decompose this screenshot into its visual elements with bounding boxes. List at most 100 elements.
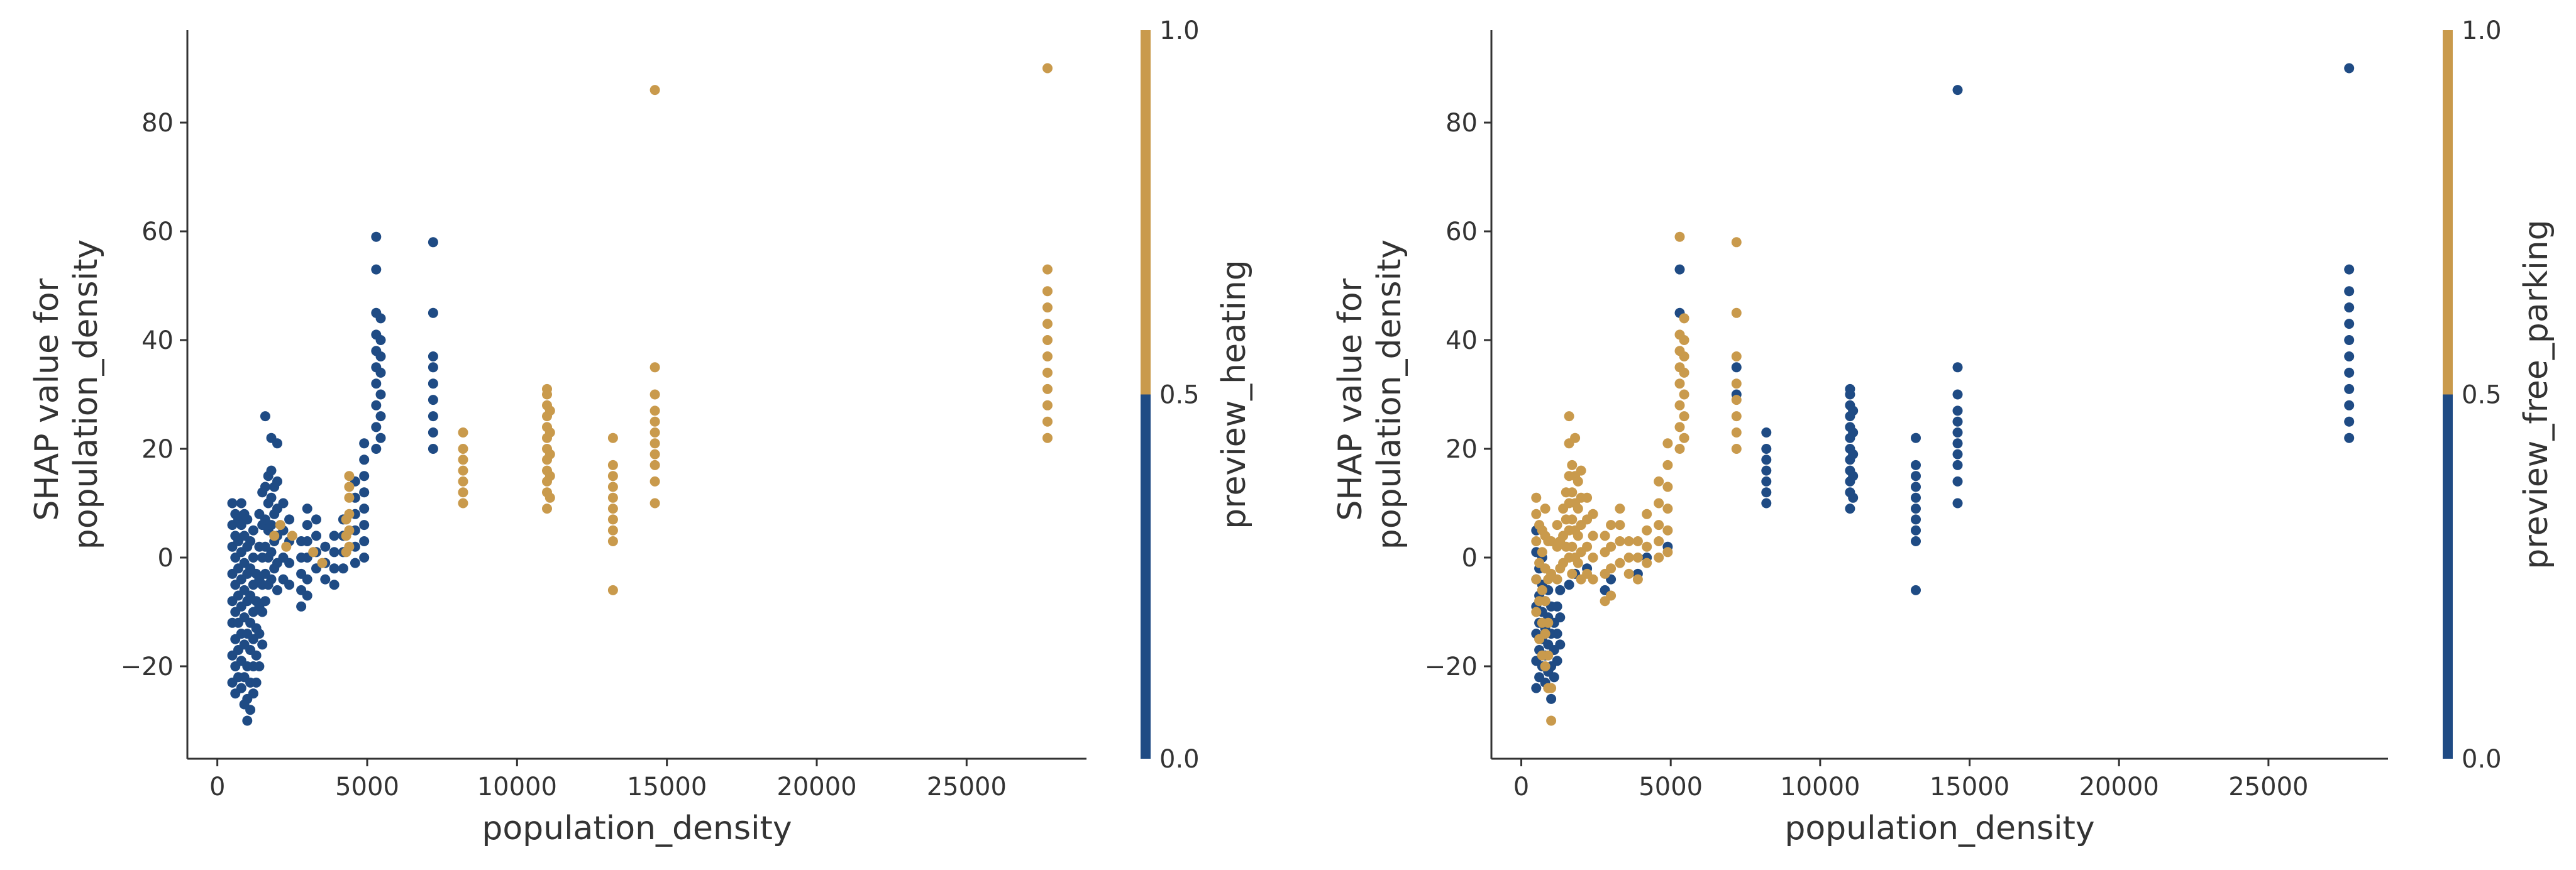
data-point: [1632, 553, 1643, 563]
data-point: [2344, 351, 2355, 361]
dependence-panel-preview-heating: 0 5000 10000 15000 20000 25000 −20 0 20 40 60 80 p…: [28, 16, 1253, 847]
data-point: [1549, 672, 1559, 683]
data-point: [311, 514, 321, 525]
data-point: [1531, 683, 1542, 693]
data-point: [242, 715, 253, 726]
data-point: [650, 427, 660, 438]
data-point: [1042, 264, 1053, 275]
x-tick-label: 15000: [627, 773, 707, 801]
data-point: [236, 683, 246, 693]
data-point: [458, 476, 468, 487]
data-point: [2344, 302, 2355, 313]
data-point: [1555, 639, 1566, 650]
data-point: [1731, 307, 1742, 318]
x-tick-label: 20000: [777, 773, 856, 801]
colorbar-tick-label: 1.0: [2462, 16, 2502, 45]
colorbar-high-segment: [1141, 30, 1151, 395]
data-point: [1042, 432, 1053, 443]
scatter-points: [227, 63, 1053, 726]
data-point: [371, 378, 382, 389]
data-point: [1567, 514, 1578, 525]
data-point: [248, 553, 258, 563]
data-point: [1679, 335, 1689, 345]
data-point: [1042, 319, 1053, 329]
data-point: [1662, 460, 1673, 470]
y-tick-label: −20: [121, 652, 174, 681]
y-axis-label-line-1: SHAP value for: [28, 278, 66, 520]
data-point: [1679, 367, 1689, 378]
data-point: [1654, 536, 1664, 546]
data-point: [1761, 465, 1772, 476]
data-point: [1952, 405, 1963, 416]
data-point: [1731, 444, 1742, 454]
data-point: [266, 465, 277, 476]
data-point: [341, 547, 351, 558]
data-point: [1952, 85, 1963, 96]
data-point: [1588, 574, 1598, 585]
data-point: [1042, 286, 1053, 297]
data-point: [650, 476, 660, 487]
x-tick-label: 0: [209, 773, 225, 801]
data-point: [1588, 509, 1598, 519]
y-tick-label: 80: [1446, 109, 1478, 138]
data-point: [260, 411, 270, 422]
data-point: [607, 514, 618, 525]
colorbar-label: preview_heating: [1215, 260, 1253, 529]
data-point: [1662, 547, 1673, 558]
y-axis-label-line-2: population_density: [67, 240, 105, 549]
data-point: [375, 313, 386, 324]
data-point: [1642, 541, 1652, 552]
data-point: [1555, 585, 1566, 595]
data-point: [1531, 607, 1542, 617]
data-point: [1848, 492, 1859, 503]
data-point: [1662, 525, 1673, 536]
y-tick-label: 80: [141, 109, 174, 138]
data-point: [1567, 541, 1578, 552]
data-point: [1654, 553, 1664, 563]
data-point: [428, 237, 438, 248]
data-point: [359, 454, 370, 465]
data-point: [266, 492, 277, 503]
data-point: [1615, 504, 1625, 514]
data-point: [428, 444, 438, 454]
data-point: [544, 449, 555, 460]
data-point: [1567, 487, 1578, 498]
data-point: [428, 411, 438, 422]
data-point: [1674, 231, 1685, 242]
data-point: [266, 547, 277, 558]
y-tick-label: 40: [1446, 326, 1478, 355]
data-point: [1606, 541, 1617, 552]
data-point: [269, 531, 280, 541]
data-point: [1952, 438, 1963, 449]
y-ticks: −20 0 20 40 60 80: [121, 109, 187, 681]
data-point: [1623, 536, 1634, 546]
data-point: [1573, 558, 1583, 568]
colorbar-tick-label: 0.5: [2462, 381, 2502, 410]
x-tick-label: 20000: [2079, 773, 2159, 801]
data-point: [1582, 492, 1593, 503]
data-point: [227, 498, 238, 509]
data-point: [607, 460, 618, 470]
data-point: [1573, 504, 1583, 514]
data-point: [1606, 590, 1617, 601]
data-point: [1731, 351, 1742, 361]
data-point: [607, 525, 618, 536]
y-tick-label: −20: [1425, 652, 1478, 681]
data-point: [1552, 520, 1562, 531]
data-point: [1911, 585, 1921, 595]
data-point: [650, 362, 660, 373]
data-point: [2344, 383, 2355, 394]
data-point: [1761, 454, 1772, 465]
data-point: [1761, 476, 1772, 487]
dependence-panel-preview-free-parking: 0 5000 10000 15000 20000 25000 −20 0 20 40 60 80 p…: [1332, 16, 2555, 847]
data-point: [1679, 389, 1689, 400]
data-point: [236, 498, 246, 509]
data-point: [1632, 536, 1643, 546]
data-point: [650, 416, 660, 427]
data-point: [344, 471, 355, 482]
data-point: [1952, 389, 1963, 400]
data-point: [428, 378, 438, 389]
data-point: [1543, 617, 1554, 628]
data-point: [1642, 525, 1652, 536]
data-point: [329, 547, 340, 558]
